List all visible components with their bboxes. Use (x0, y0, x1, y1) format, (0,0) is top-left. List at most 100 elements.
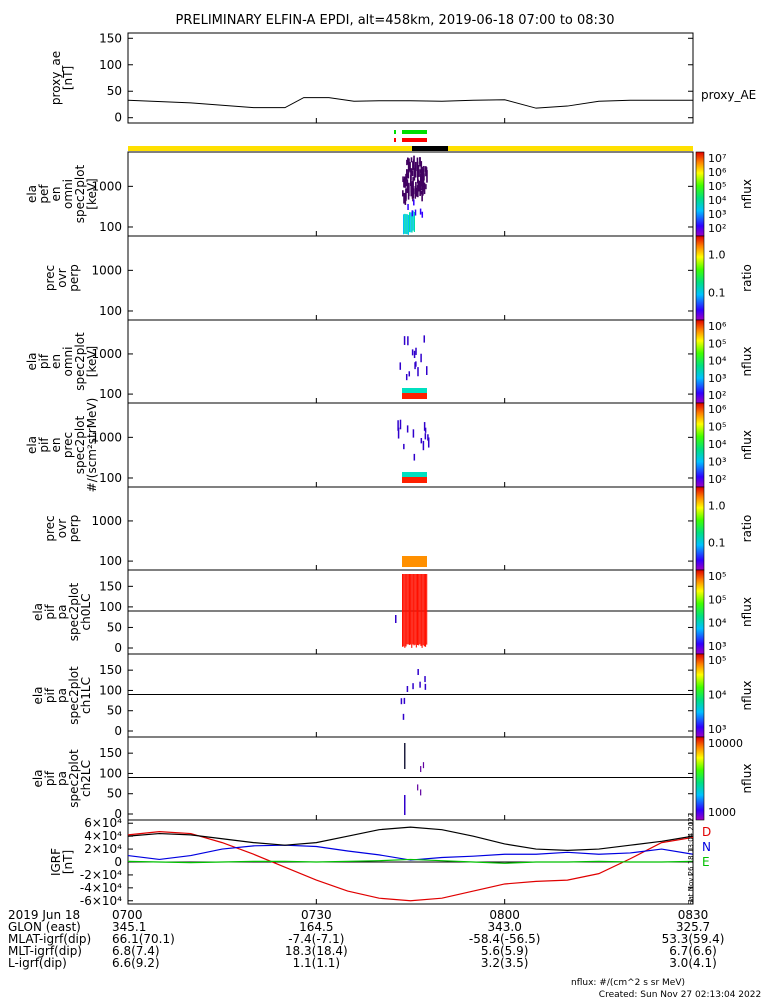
colorbar-tick: 1.0 (708, 499, 726, 512)
ylabel-line: perp (67, 264, 81, 292)
ylabel-line: ch2LC (79, 760, 93, 797)
spectrogram-cell (406, 159, 408, 166)
spectrogram-cell (421, 574, 423, 648)
spectrogram-cell (412, 190, 414, 199)
spectrogram-cell (420, 438, 423, 444)
ytick-label: 6×10⁴ (84, 816, 122, 830)
colorbar-tick: 10⁴ (708, 617, 727, 630)
spectrogram-cell (411, 170, 414, 177)
ylabel-line: [keV] (85, 346, 99, 377)
ylabel-line: spec2plot (67, 666, 81, 725)
spectrogram-cell (404, 193, 407, 205)
spectrogram-cell (405, 214, 407, 235)
spectrogram-cell (408, 182, 410, 197)
panel-frame (127, 653, 694, 738)
ytick-label: 150 (99, 663, 122, 677)
ylabel-line: ela (31, 769, 45, 787)
ylabel-line: spec2plot (73, 415, 87, 474)
spectrogram-cell (406, 182, 409, 194)
ylabel-line: omni (61, 347, 75, 377)
spectrogram-cell (415, 361, 417, 367)
flag-green-marks (402, 130, 427, 134)
ylabel-line: pa (55, 688, 69, 703)
ylabel-line: en (49, 354, 63, 369)
spectrogram-cell (415, 187, 418, 197)
spectrogram-cell (404, 177, 406, 188)
footer-created: Created: Sun Nov 27 02:13:04 2022 (599, 990, 761, 1000)
spectrogram-cell (423, 574, 425, 647)
spectrogram-cell (406, 425, 409, 433)
spectrogram-cell (407, 336, 409, 346)
colorbar-tick: 10⁷ (708, 152, 726, 165)
spectrogram-band (402, 393, 427, 399)
ylabel-line: proxy_ae (49, 51, 63, 105)
spectrogram-cell (419, 188, 422, 195)
spectrogram-cell (403, 192, 405, 204)
ytick-label: 0 (114, 724, 122, 738)
spectrogram-cell (419, 157, 421, 165)
ytick-label: -2×10⁴ (80, 868, 122, 882)
flag-bar-black (412, 146, 448, 151)
orbit-row-value: 1.1(1.1) (293, 956, 341, 970)
colorbar (695, 235, 705, 321)
spectrogram-marks (395, 574, 428, 648)
spectrogram-cell (411, 574, 413, 648)
orbit-row-value: 6.6(9.2) (112, 956, 160, 970)
ylabel-line: spec2plot (73, 164, 87, 223)
orbit-row-value: 53.3(59.4) (662, 932, 725, 946)
spectrogram-cell (424, 676, 426, 683)
spectrogram-cell (415, 181, 417, 189)
spectrogram-cell (404, 574, 406, 648)
colorbar-tick: 10³ (708, 372, 726, 385)
colorbar-tick: 1.0 (708, 248, 726, 261)
flag-red-tick (394, 138, 396, 142)
ylabel-line: pif (37, 353, 51, 369)
colorbar-label: ratio (740, 515, 754, 543)
ytick-label: 100 (99, 471, 122, 485)
side-timestamp: Sat Nov 26 18:13:04 2022 (687, 813, 695, 905)
spectrogram-cell (419, 169, 421, 177)
ylabel-line: ela (25, 352, 39, 370)
colorbar (695, 402, 705, 488)
ylabel-line: ovr (55, 268, 69, 287)
colorbar-tick: 10⁴ (708, 438, 727, 451)
orbit-row-value: 0730 (301, 908, 332, 922)
spectrogram-cell (405, 574, 407, 647)
colorbar-label: nflux (740, 764, 754, 794)
spectrogram-cell (403, 336, 406, 345)
ytick-label: 1000 (91, 263, 122, 277)
orbit-row-label: MLT-igrf(dip) (8, 944, 82, 958)
colorbar (695, 736, 705, 821)
spectrogram-cell (412, 429, 415, 438)
legend-N: N (702, 840, 711, 854)
spectrogram-cell (406, 179, 409, 186)
orbit-row-label: MLAT-igrf(dip) (8, 932, 91, 946)
colorbar-tick: 10⁵ (708, 654, 726, 667)
spectrogram-cell (410, 212, 412, 233)
spectrogram-cell (414, 574, 416, 645)
spectrogram-cell (405, 374, 408, 381)
ytick-label: -4×10⁴ (80, 881, 122, 895)
ytick-label: 100 (99, 304, 122, 318)
ytick-label: 100 (99, 220, 122, 234)
ytick-label: 100 (99, 554, 122, 568)
flag-green-tick (394, 130, 396, 134)
ytick-label: 50 (107, 787, 122, 801)
ylabel-line: ela (25, 436, 39, 454)
ylabel-line: en (49, 438, 63, 453)
colorbar-tick: 10⁶ (708, 166, 727, 179)
colorbar-tick: 10⁴ (708, 355, 727, 368)
colorbar-tick: 10⁵ (708, 337, 726, 350)
spectrogram-marks (399, 335, 428, 399)
spectrogram-cell (404, 795, 406, 815)
spectrogram-cell (419, 174, 422, 187)
spectrogram-cell (403, 443, 405, 450)
spectrogram-cell (420, 789, 422, 796)
spectrogram-cell (407, 157, 409, 165)
spectrogram-cell (419, 208, 422, 215)
spectrogram-cell (425, 184, 427, 190)
